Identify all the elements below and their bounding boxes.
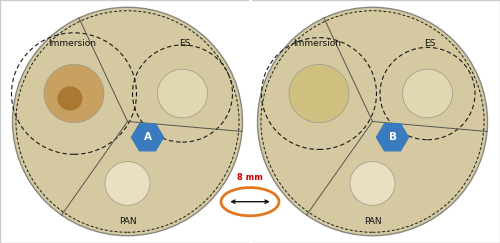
Text: B: B: [388, 132, 396, 142]
Ellipse shape: [289, 64, 349, 123]
Polygon shape: [132, 124, 164, 151]
Ellipse shape: [58, 86, 82, 111]
Text: ES: ES: [180, 39, 190, 48]
Ellipse shape: [12, 7, 242, 236]
Ellipse shape: [105, 162, 150, 205]
Text: Immersion: Immersion: [294, 39, 342, 48]
Ellipse shape: [258, 7, 488, 236]
Text: ES: ES: [424, 39, 436, 48]
Circle shape: [221, 188, 279, 216]
Text: A: A: [144, 132, 152, 142]
Text: Immersion: Immersion: [48, 39, 96, 48]
Text: PAN: PAN: [118, 217, 136, 226]
Ellipse shape: [158, 69, 208, 118]
Polygon shape: [376, 124, 408, 151]
Ellipse shape: [402, 69, 452, 118]
Text: 8 mm: 8 mm: [237, 173, 263, 182]
Ellipse shape: [350, 162, 395, 205]
Ellipse shape: [44, 64, 104, 123]
Text: PAN: PAN: [364, 217, 382, 226]
